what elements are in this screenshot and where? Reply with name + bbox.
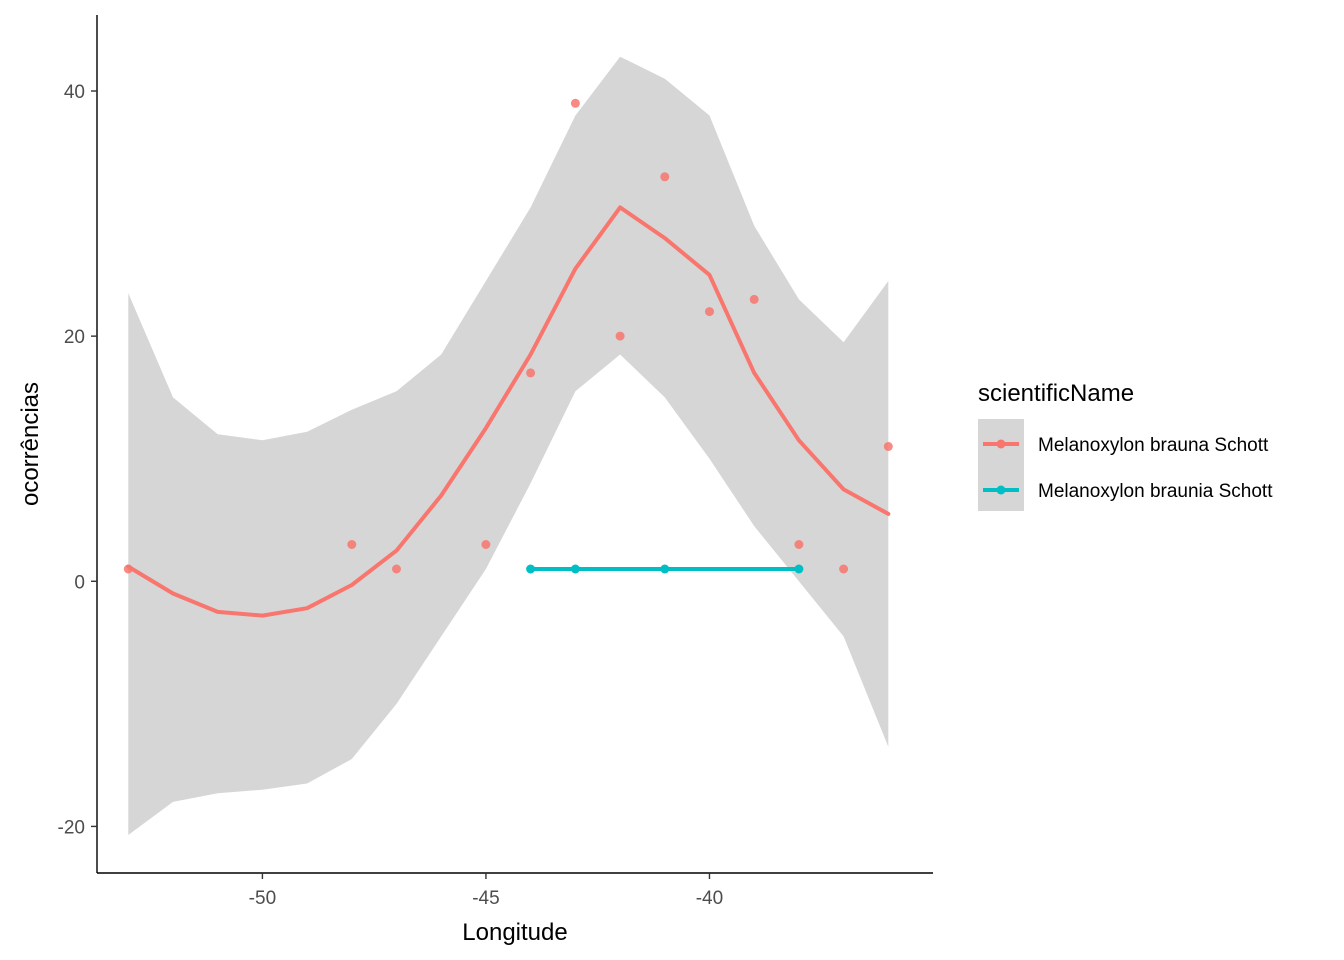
series-0-point-9 (749, 294, 759, 304)
legend-title: scientificName (978, 380, 1134, 407)
series-0-point-5 (570, 98, 580, 108)
series-0-point-3 (481, 540, 491, 549)
x-axis-ticks: -50 -45 -40 (249, 873, 723, 909)
series-lines (126, 205, 891, 618)
series-0-point-7 (660, 172, 670, 182)
series-0-point-12 (883, 442, 893, 451)
series-0-point-4 (526, 368, 536, 378)
series-0-point-8 (705, 307, 714, 317)
series-0-point-6 (615, 331, 625, 341)
x-tick-label-1: -45 (472, 888, 499, 909)
series-1-point-1 (570, 564, 580, 574)
series-0-smooth-line (126, 205, 891, 618)
series-0-point-10 (794, 540, 804, 549)
y-axis-ticks: -20 0 20 40 (58, 82, 97, 838)
y-tick-label-1: 0 (74, 572, 85, 593)
legend-label-1: Melanoxylon braunia Schott (1038, 481, 1273, 502)
series-0-point-1 (347, 540, 357, 549)
series-0-point-0 (123, 564, 133, 574)
x-tick-label-0: -50 (249, 888, 276, 909)
x-tick-label-2: -40 (696, 888, 723, 909)
y-tick-label-0: -20 (58, 817, 85, 838)
series-0-confidence-band (128, 56, 889, 835)
y-axis-title: ocorrências (17, 382, 44, 506)
series-0-point-2 (392, 564, 401, 574)
series-1-point-0 (526, 564, 536, 574)
legend-key-point-1 (996, 485, 1006, 495)
series-0-point-11 (839, 564, 849, 574)
data-points (123, 98, 893, 574)
legend-key-point-0 (996, 439, 1006, 449)
legend-key-background (978, 419, 1024, 511)
legend: scientificName Melanoxylon brauna Schott… (978, 380, 1273, 511)
series-1-point-3 (794, 564, 804, 574)
series-1-point-2 (660, 564, 670, 574)
y-tick-label-3: 40 (64, 82, 85, 103)
y-tick-label-2: 20 (64, 327, 85, 348)
legend-label-0: Melanoxylon brauna Schott (1038, 435, 1269, 456)
confidence-ribbons (128, 56, 889, 835)
x-axis-title: Longitude (462, 919, 567, 946)
